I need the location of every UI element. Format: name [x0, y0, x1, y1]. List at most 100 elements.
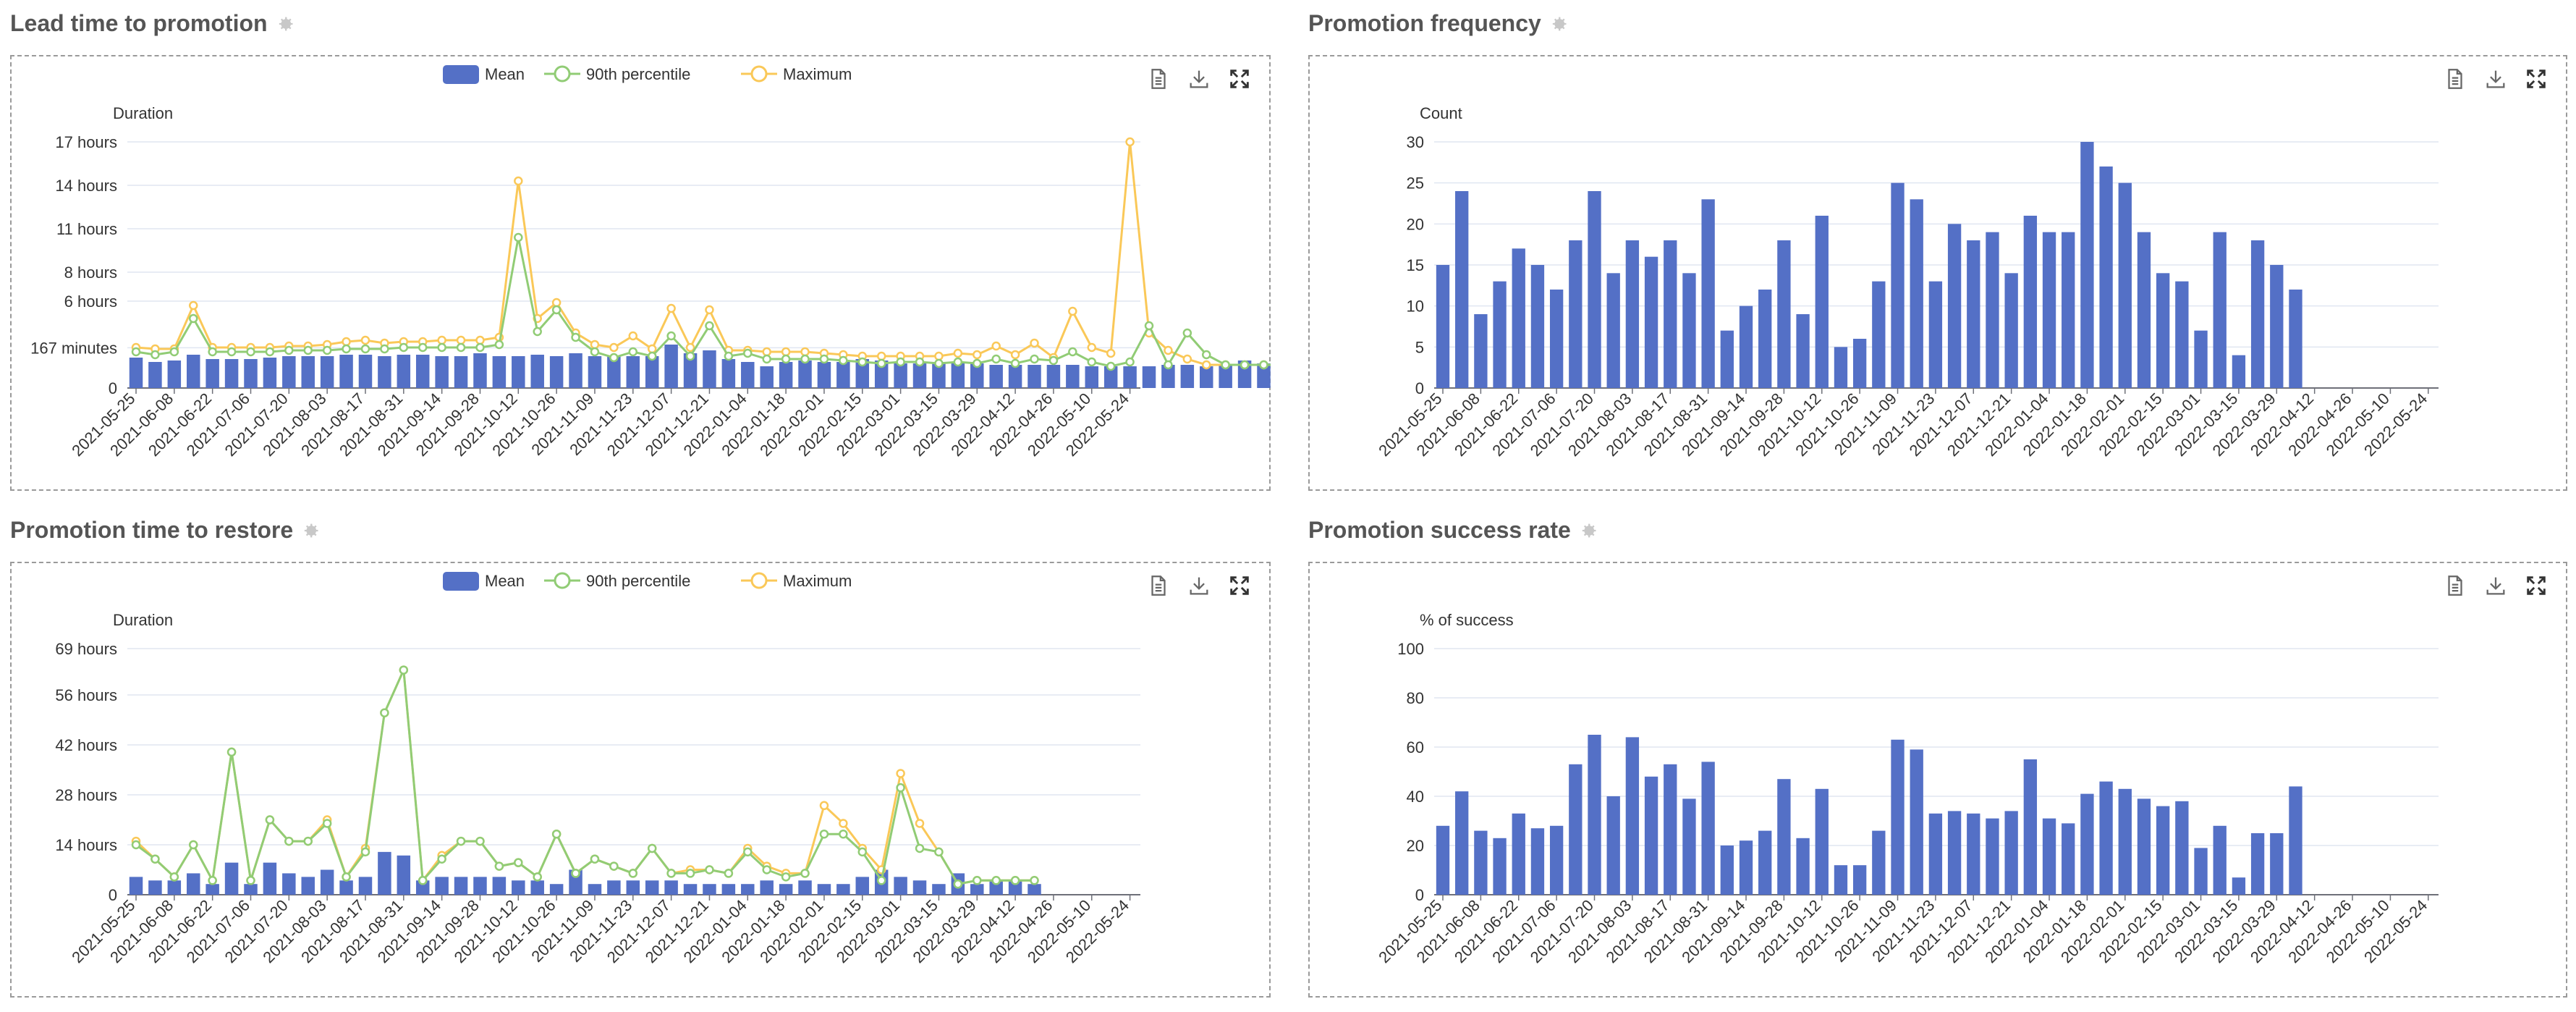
bar [1512, 813, 1525, 895]
bar [951, 363, 965, 388]
bar [2175, 801, 2189, 895]
p90-point [991, 876, 1001, 885]
p90-point [360, 847, 370, 857]
bar [167, 360, 182, 388]
bar [129, 358, 143, 388]
legend-label: Mean [485, 65, 525, 83]
bar [320, 356, 334, 388]
bar [206, 359, 219, 388]
legend: Mean 90th percentile Maximum [443, 572, 852, 591]
bar [1257, 363, 1271, 388]
chart-panel-frequency: Count 0 5 10 15 20 25 30 2021-05-25 2021-06-08 202… [1308, 55, 2567, 491]
maximum-point [800, 347, 810, 357]
bar [1606, 273, 1620, 388]
fullscreen-icon[interactable] [1227, 573, 1252, 598]
gear-icon[interactable] [300, 520, 321, 541]
p90-point [685, 351, 695, 361]
y-tick-label: 80 [1407, 689, 1424, 707]
p90-point [896, 357, 905, 367]
bar [1161, 365, 1175, 388]
p90-point [1010, 358, 1020, 368]
bar [2156, 273, 2170, 388]
download-icon[interactable] [1187, 67, 1211, 91]
p90-point [590, 347, 600, 357]
maximum-line [135, 141, 1271, 366]
bar [2042, 232, 2056, 388]
y-tick-label: 5 [1415, 338, 1424, 356]
bar [339, 355, 353, 388]
gear-icon[interactable] [1578, 520, 1598, 541]
bar [473, 353, 487, 388]
gear-icon[interactable] [275, 14, 295, 34]
download-icon[interactable] [2483, 573, 2508, 598]
fullscreen-icon[interactable] [1227, 67, 1252, 91]
maximum-point [876, 351, 886, 361]
p90-point [609, 861, 619, 871]
p90-point [418, 342, 428, 353]
bar [1815, 788, 1829, 895]
download-icon[interactable] [1187, 573, 1211, 598]
p90-point [514, 232, 523, 243]
p90-point [188, 840, 198, 850]
bar [1644, 776, 1658, 895]
bar [2194, 330, 2208, 388]
panel-title-frequency: Promotion frequency [1308, 10, 1569, 37]
p90-point [437, 854, 446, 864]
bar [1739, 305, 1753, 388]
data-view-icon[interactable] [1146, 573, 1171, 598]
data-view-icon[interactable] [1146, 67, 1171, 91]
maximum-point [934, 351, 944, 361]
frequency-chart: Count0510152025302021-05-252021-06-08202… [1375, 104, 2439, 460]
p90-point [494, 861, 504, 871]
bar [129, 877, 143, 895]
maximum-point [551, 298, 562, 308]
download-icon[interactable] [2483, 67, 2508, 91]
fullscreen-icon[interactable] [2524, 573, 2549, 598]
bar [301, 356, 315, 388]
y-tick-label: 0 [109, 886, 117, 904]
bar [1436, 265, 1450, 388]
p90-point [551, 829, 562, 839]
p90-point [685, 869, 695, 878]
bar [607, 880, 621, 895]
y-tick-label: 0 [109, 379, 117, 397]
p90-point [1030, 876, 1039, 885]
data-view-icon[interactable] [2443, 573, 2467, 598]
bar [970, 363, 984, 388]
p90-point [399, 342, 409, 353]
maximum-point [342, 337, 351, 347]
p90-point [551, 305, 562, 315]
maximum-point [685, 342, 695, 353]
bar [1852, 865, 1867, 895]
bar [415, 355, 430, 388]
maximum-point [1106, 348, 1116, 358]
bar [1474, 830, 1488, 895]
p90-point [1048, 355, 1059, 366]
bar [263, 358, 277, 388]
bar [703, 884, 716, 895]
bar [1588, 735, 1601, 895]
panel-title-text: Lead time to promotion [10, 10, 268, 36]
maximum-point [839, 819, 848, 828]
p90-point [1087, 357, 1097, 367]
panel-title-text: Promotion success rate [1308, 517, 1571, 543]
data-view-icon[interactable] [2443, 67, 2467, 91]
bar [855, 359, 870, 388]
bar [2080, 142, 2094, 388]
y-tick-label: 20 [1407, 837, 1424, 855]
gear-icon[interactable] [1548, 14, 1569, 34]
p90-point [800, 869, 810, 878]
bar [703, 350, 716, 388]
bar [1758, 830, 1772, 895]
p90-point [1201, 350, 1211, 360]
bar [2270, 265, 2284, 388]
legend-label: Maximum [783, 65, 852, 83]
maximum-point [514, 176, 523, 186]
bar [1910, 199, 1923, 388]
fullscreen-icon[interactable] [2524, 67, 2549, 91]
bar [2289, 786, 2302, 895]
bar [1606, 796, 1620, 895]
bar [874, 360, 889, 388]
bar [1588, 191, 1601, 388]
maximum-point [1087, 342, 1097, 353]
